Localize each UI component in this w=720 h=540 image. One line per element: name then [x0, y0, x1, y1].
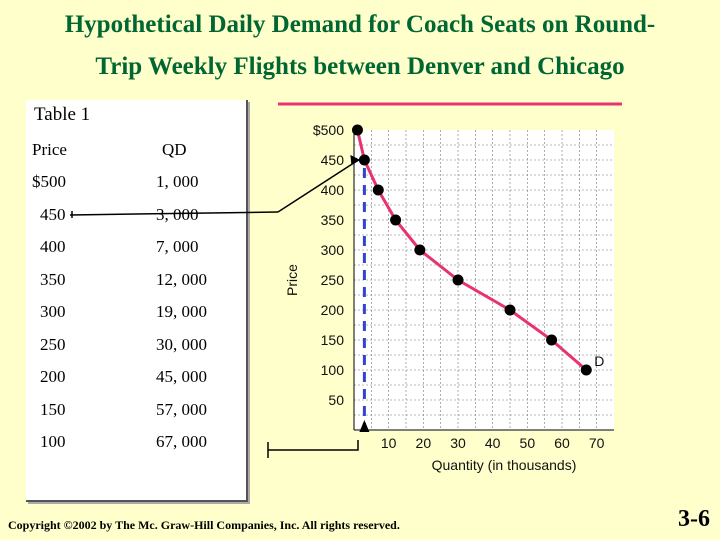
y-tick-label: 300 [321, 242, 345, 258]
y-tick-label: 150 [321, 332, 345, 348]
slide-title: Hypothetical Daily Demand for Coach Seat… [0, 4, 720, 88]
data-point [546, 334, 558, 346]
x-tick-label: 10 [381, 435, 397, 451]
table-qd-cell: 67, 000 [156, 432, 207, 451]
data-point [351, 124, 363, 136]
table-qd-cell: 30, 000 [156, 334, 207, 354]
data-point [390, 214, 402, 226]
table-price-cell: 350 [40, 269, 66, 289]
y-tick-label: 450 [321, 152, 345, 168]
table-price-cell: 450 [40, 204, 66, 224]
y-tick-label: 250 [321, 272, 345, 288]
title-line-2: Trip Weekly Flights between Denver and C… [95, 53, 625, 80]
chart-grid [353, 130, 614, 431]
y-tick-label: 200 [321, 302, 345, 318]
x-tick-label: 50 [520, 435, 536, 451]
chart-connectors [69, 102, 622, 458]
table-qd-cell: 45, 000 [156, 367, 207, 386]
bottom-connector-arrowhead [359, 420, 370, 432]
demand-series: D [351, 124, 604, 376]
x-tick-label: 70 [589, 435, 605, 451]
y-tick-label: 400 [321, 182, 345, 198]
data-point [372, 184, 384, 196]
table-price-cell: 250 [40, 334, 66, 354]
data-point [452, 274, 464, 286]
copyright-text: Copyright ©2002 by The Mc. Graw-Hill Com… [8, 518, 400, 532]
bottom-connector-line [268, 440, 359, 451]
x-tick-label: 60 [554, 435, 570, 451]
data-point [580, 364, 592, 376]
y-tick-label: 50 [328, 392, 344, 408]
table-price-cell: 300 [40, 302, 66, 321]
data-point [358, 154, 370, 166]
connector-line [69, 211, 279, 216]
table-qd-cell: 12, 000 [156, 269, 207, 289]
y-tick-label: 350 [321, 212, 345, 228]
table-title: Table 1 [34, 104, 91, 125]
table-price-cell: 100 [40, 432, 66, 451]
table-qd-cell: 1, 000 [156, 172, 199, 191]
table-price-cell: $500 [32, 172, 66, 191]
x-tick-label: 40 [485, 435, 501, 451]
table-price-cell: 150 [40, 399, 66, 419]
data-point [414, 244, 426, 256]
series-label: D [594, 353, 604, 369]
x-axis-label: Quantity (in thousands) [432, 457, 577, 473]
table-price-cell: 400 [40, 237, 66, 256]
data-point [504, 304, 516, 316]
connector-arrow-shaft [277, 159, 359, 213]
y-tick-label: $500 [313, 122, 344, 138]
qd-column-header: QD [162, 140, 187, 159]
demand-table: Table 1 Price QD $500 1, 000 450 3, 000 400 7… [26, 100, 248, 502]
table-qd-cell: 7, 000 [156, 237, 199, 256]
connector-arrowhead [350, 155, 361, 165]
price-column-header: Price [32, 140, 67, 159]
x-tick-label: 20 [416, 435, 432, 451]
x-tick-label: 30 [450, 435, 466, 451]
table-price-cell: 200 [40, 367, 66, 386]
title-line-1: Hypothetical Daily Demand for Coach Seat… [64, 11, 656, 38]
chart-ticks: $500 450 400 350 300 250 200 150 100 50 10 20 30 40 50… [284, 122, 605, 473]
table-qd-cell: 19, 000 [156, 302, 207, 321]
y-tick-label: 100 [321, 362, 345, 378]
y-axis-label: Price [284, 264, 300, 296]
slide-number: 3-6 [678, 506, 710, 532]
table-qd-cell: 57, 000 [156, 399, 207, 419]
